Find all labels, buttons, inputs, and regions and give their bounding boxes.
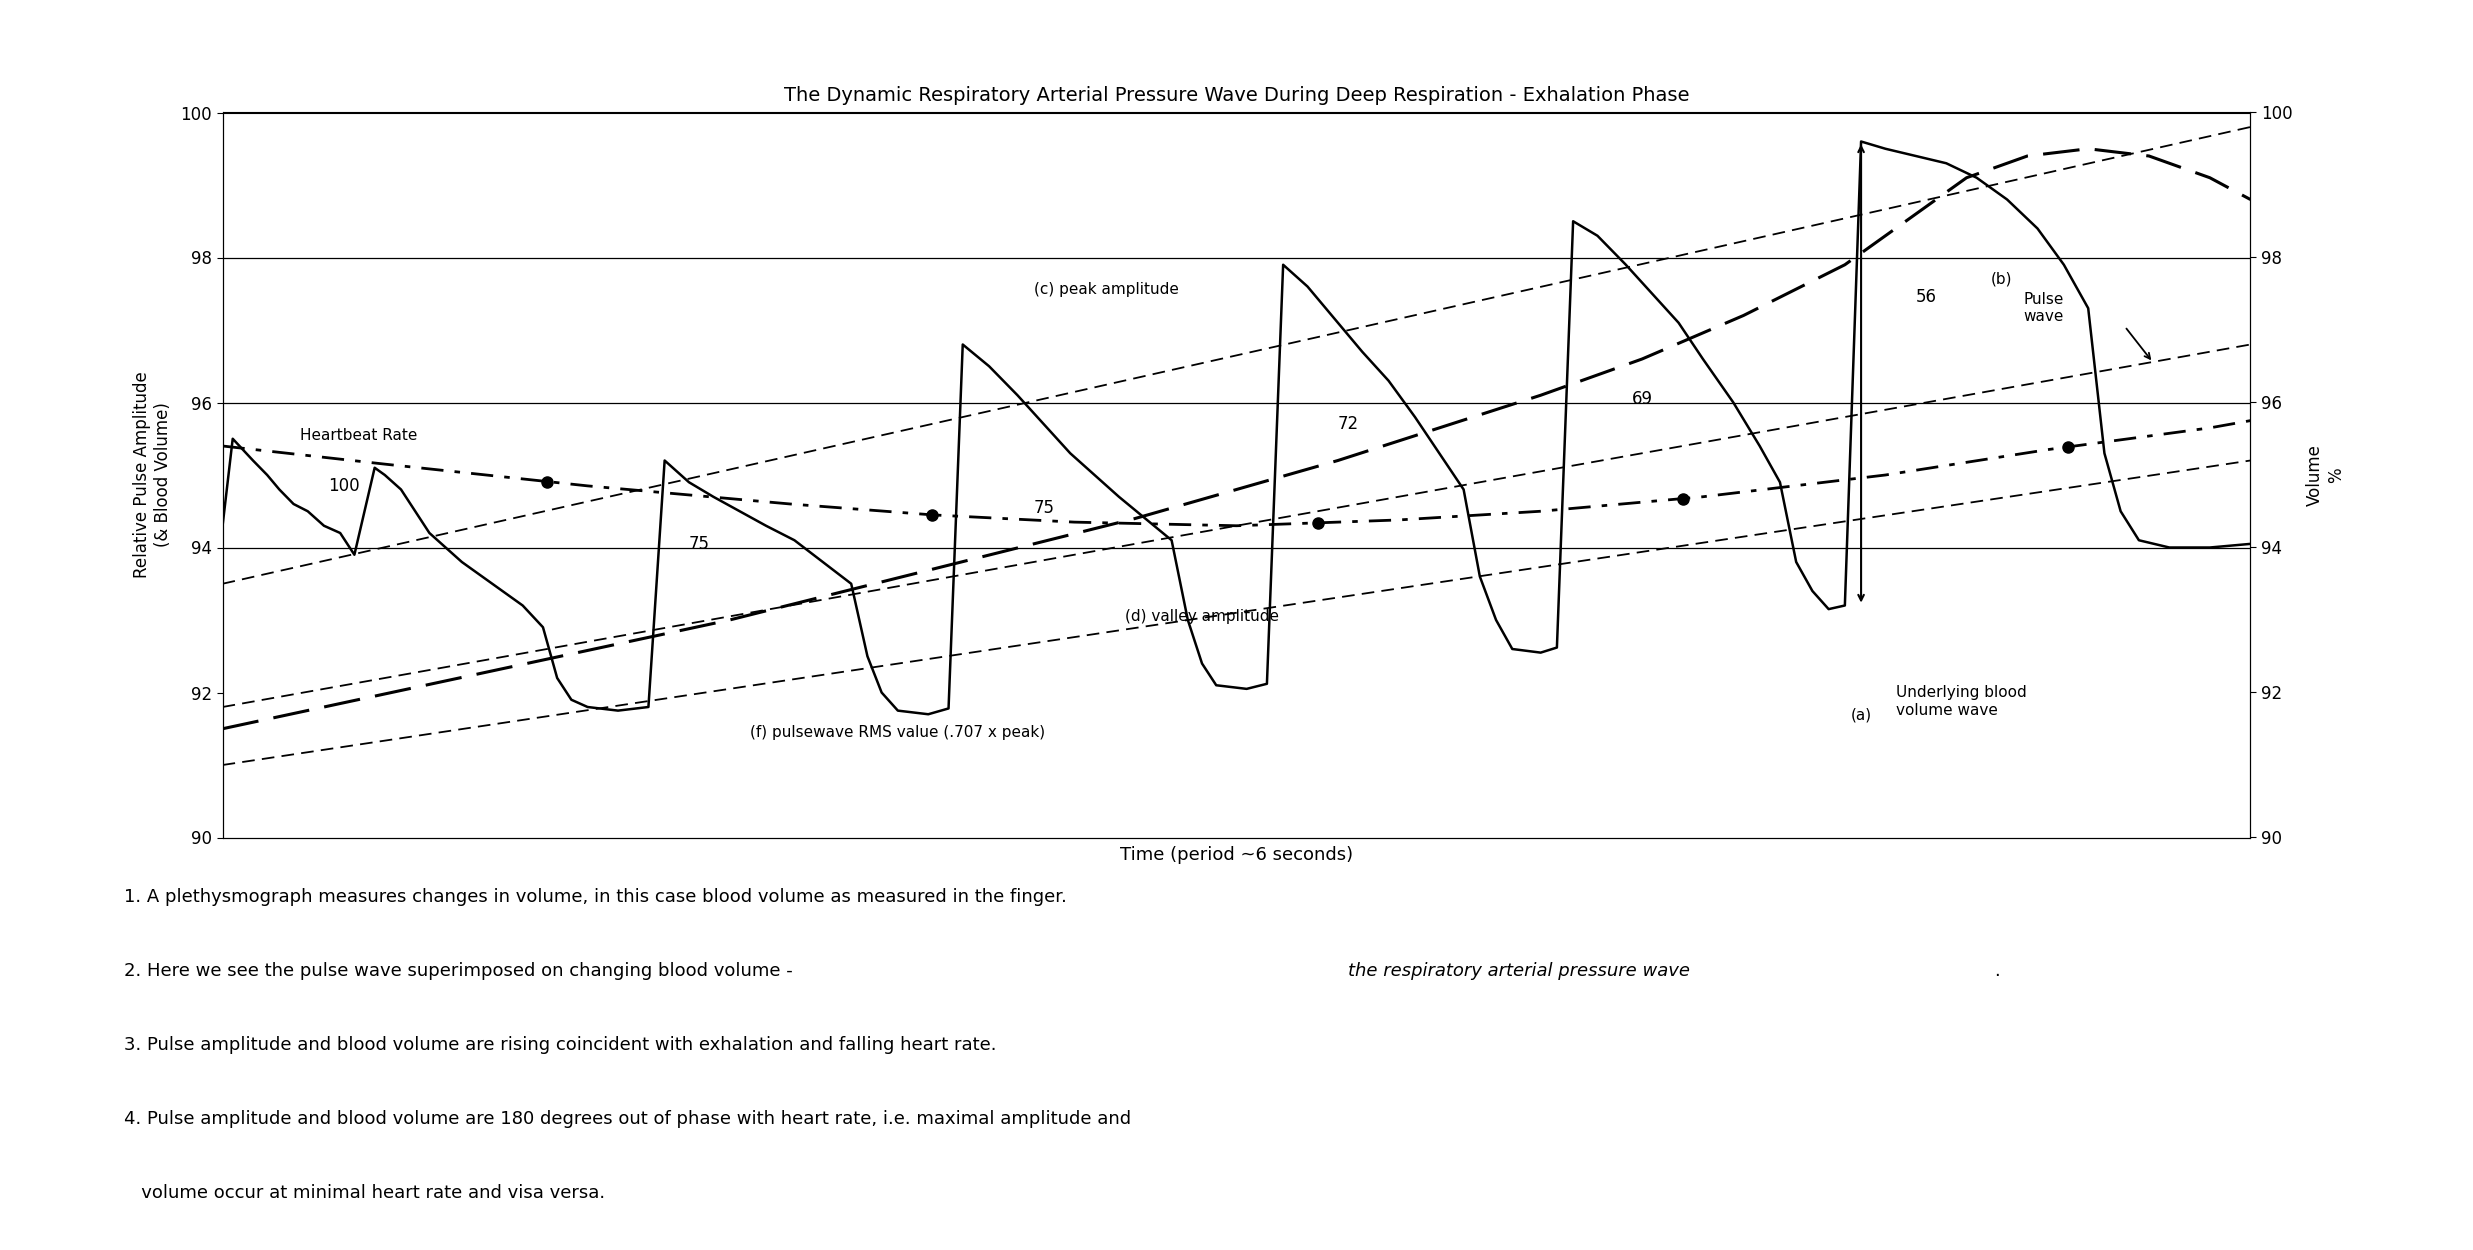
Text: .: .: [1993, 961, 2001, 980]
Text: (c) peak amplitude: (c) peak amplitude: [1034, 282, 1180, 298]
Text: 2. Here we see the pulse wave superimposed on changing blood volume -: 2. Here we see the pulse wave superimpos…: [124, 961, 799, 980]
Text: the respiratory arterial pressure wave: the respiratory arterial pressure wave: [1348, 961, 1689, 980]
Y-axis label: Volume
%: Volume %: [2307, 444, 2344, 506]
Text: (b): (b): [1991, 271, 2013, 286]
Title: The Dynamic Respiratory Arterial Pressure Wave During Deep Respiration - Exhalat: The Dynamic Respiratory Arterial Pressur…: [784, 86, 1689, 105]
X-axis label: Time (period ~6 seconds): Time (period ~6 seconds): [1120, 846, 1353, 864]
Text: 75: 75: [1034, 499, 1053, 516]
Text: 100: 100: [329, 476, 361, 495]
Text: Pulse
wave: Pulse wave: [2023, 292, 2062, 325]
Text: 69: 69: [1632, 390, 1652, 408]
Text: Heartbeat Rate: Heartbeat Rate: [299, 428, 418, 442]
Text: (f) pulsewave RMS value (.707 x peak): (f) pulsewave RMS value (.707 x peak): [749, 725, 1046, 740]
Text: (d) valley amplitude: (d) valley amplitude: [1125, 609, 1279, 624]
Text: Underlying blood
volume wave: Underlying blood volume wave: [1894, 685, 2025, 717]
Text: 1. A plethysmograph measures changes in volume, in this case blood volume as mea: 1. A plethysmograph measures changes in …: [124, 888, 1066, 905]
Text: 3. Pulse amplitude and blood volume are rising coincident with exhalation and fa: 3. Pulse amplitude and blood volume are …: [124, 1036, 997, 1054]
Text: (a): (a): [1850, 707, 1872, 722]
Text: 75: 75: [687, 535, 710, 552]
Text: 56: 56: [1917, 289, 1936, 306]
Text: 4. Pulse amplitude and blood volume are 180 degrees out of phase with heart rate: 4. Pulse amplitude and blood volume are …: [124, 1110, 1130, 1129]
Text: 72: 72: [1338, 415, 1358, 434]
Text: volume occur at minimal heart rate and visa versa.: volume occur at minimal heart rate and v…: [124, 1185, 606, 1202]
Y-axis label: Relative Pulse Amplitude
(& Blood Volume): Relative Pulse Amplitude (& Blood Volume…: [134, 371, 173, 579]
